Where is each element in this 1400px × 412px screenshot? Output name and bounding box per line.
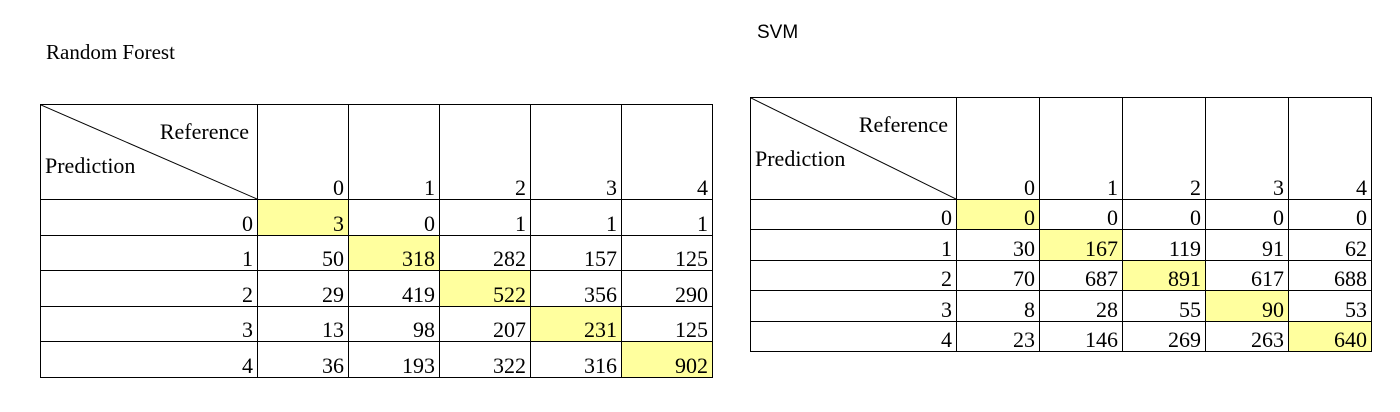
matrix-cell: 269 <box>1122 320 1206 352</box>
matrix-cell: 30 <box>956 229 1040 261</box>
row-header-prediction-2: 2 <box>750 259 957 292</box>
column-header-reference-4: 4 <box>621 104 713 200</box>
table-row: 1 30 167 119 91 62 <box>750 229 1372 261</box>
row-header-prediction-4: 4 <box>750 320 957 352</box>
diagonal-cell: 902 <box>621 341 713 378</box>
row-header-prediction-3: 3 <box>750 290 957 322</box>
matrix-cell: 1 <box>439 199 531 236</box>
column-header-reference-3: 3 <box>530 104 622 200</box>
column-header-reference-0: 0 <box>956 97 1040 200</box>
diagonal-divider <box>751 98 956 199</box>
corner-header-cell: Reference Prediction <box>40 104 258 200</box>
table-row: 3 13 98 207 231 125 <box>40 305 713 343</box>
matrix-cell: 23 <box>956 320 1040 352</box>
matrix-cell: 62 <box>1288 229 1372 261</box>
diagonal-cell: 3 <box>257 199 349 236</box>
row-header-prediction-4: 4 <box>40 341 258 378</box>
column-header-reference-1: 1 <box>348 104 440 200</box>
corner-header-cell: Reference Prediction <box>750 97 957 200</box>
table-row: 4 23 146 269 263 640 <box>750 320 1372 352</box>
matrix-cell: 0 <box>348 199 440 236</box>
svm-title: SVM <box>757 22 799 43</box>
matrix-cell: 29 <box>257 270 349 307</box>
table-row: 2 70 687 891 617 688 <box>750 259 1372 292</box>
matrix-cell: 207 <box>439 305 531 343</box>
matrix-cell: 70 <box>956 259 1040 292</box>
column-header-reference-2: 2 <box>439 104 531 200</box>
diagonal-cell: 90 <box>1205 290 1289 322</box>
matrix-cell: 316 <box>530 341 622 378</box>
matrix-cell: 125 <box>621 234 713 272</box>
matrix-cell: 13 <box>257 305 349 343</box>
matrix-cell: 53 <box>1288 290 1372 322</box>
matrix-cell: 419 <box>348 270 440 307</box>
matrix-cell: 125 <box>621 305 713 343</box>
matrix-cell: 1 <box>530 199 622 236</box>
table-row: 1 50 318 282 157 125 <box>40 234 713 272</box>
matrix-cell: 688 <box>1288 259 1372 292</box>
diagonal-cell: 318 <box>348 234 440 272</box>
matrix-cell: 263 <box>1205 320 1289 352</box>
row-header-prediction-3: 3 <box>40 305 258 343</box>
matrix-cell: 617 <box>1205 259 1289 292</box>
matrix-cell: 193 <box>348 341 440 378</box>
table-row: 3 8 28 55 90 53 <box>750 290 1372 322</box>
row-header-prediction-1: 1 <box>40 234 258 272</box>
matrix-cell: 146 <box>1039 320 1123 352</box>
random-forest-confusion-matrix: Reference Prediction 0 1 2 3 4 0 3 0 1 1 1 1 50 318 282 1… <box>40 104 713 378</box>
matrix-cell: 157 <box>530 234 622 272</box>
diagonal-cell: 891 <box>1122 259 1206 292</box>
diagonal-cell: 0 <box>956 198 1040 231</box>
matrix-cell: 282 <box>439 234 531 272</box>
random-forest-title: Random Forest <box>46 40 175 64</box>
reference-label: Reference <box>159 119 249 144</box>
table-row: 2 29 419 522 356 290 <box>40 270 713 307</box>
row-header-prediction-2: 2 <box>40 270 258 307</box>
table-row: 4 36 193 322 316 902 <box>40 341 713 378</box>
column-header-reference-2: 2 <box>1122 97 1206 200</box>
diagonal-cell: 522 <box>439 270 531 307</box>
column-header-reference-4: 4 <box>1288 97 1372 200</box>
diagonal-cell: 640 <box>1288 320 1372 352</box>
matrix-cell: 91 <box>1205 229 1289 261</box>
matrix-cell: 36 <box>257 341 349 378</box>
matrix-cell: 290 <box>621 270 713 307</box>
column-header-reference-3: 3 <box>1205 97 1289 200</box>
reference-label: Reference <box>858 112 948 137</box>
diagonal-divider <box>41 105 257 199</box>
matrix-cell: 98 <box>348 305 440 343</box>
matrix-cell: 8 <box>956 290 1040 322</box>
matrix-cell: 0 <box>1039 198 1123 231</box>
matrix-cell: 687 <box>1039 259 1123 292</box>
matrix-cell: 356 <box>530 270 622 307</box>
column-header-reference-1: 1 <box>1039 97 1123 200</box>
column-header-reference-0: 0 <box>257 104 349 200</box>
matrix-cell: 119 <box>1122 229 1206 261</box>
row-header-prediction-0: 0 <box>750 198 957 231</box>
matrix-cell: 0 <box>1288 198 1372 231</box>
matrix-cell: 28 <box>1039 290 1123 322</box>
matrix-cell: 55 <box>1122 290 1206 322</box>
diagonal-cell: 167 <box>1039 229 1123 261</box>
prediction-label: Prediction <box>45 153 136 178</box>
row-header-prediction-1: 1 <box>750 229 957 261</box>
diagonal-cell: 231 <box>530 305 622 343</box>
prediction-label: Prediction <box>755 146 846 171</box>
matrix-cell: 1 <box>621 199 713 236</box>
matrix-cell: 322 <box>439 341 531 378</box>
svm-confusion-matrix: Reference Prediction 0 1 2 3 4 0 0 0 0 0 0 1 30 167 119 9… <box>750 97 1372 352</box>
matrix-cell: 0 <box>1122 198 1206 231</box>
matrix-cell: 50 <box>257 234 349 272</box>
row-header-prediction-0: 0 <box>40 199 258 236</box>
matrix-cell: 0 <box>1205 198 1289 231</box>
